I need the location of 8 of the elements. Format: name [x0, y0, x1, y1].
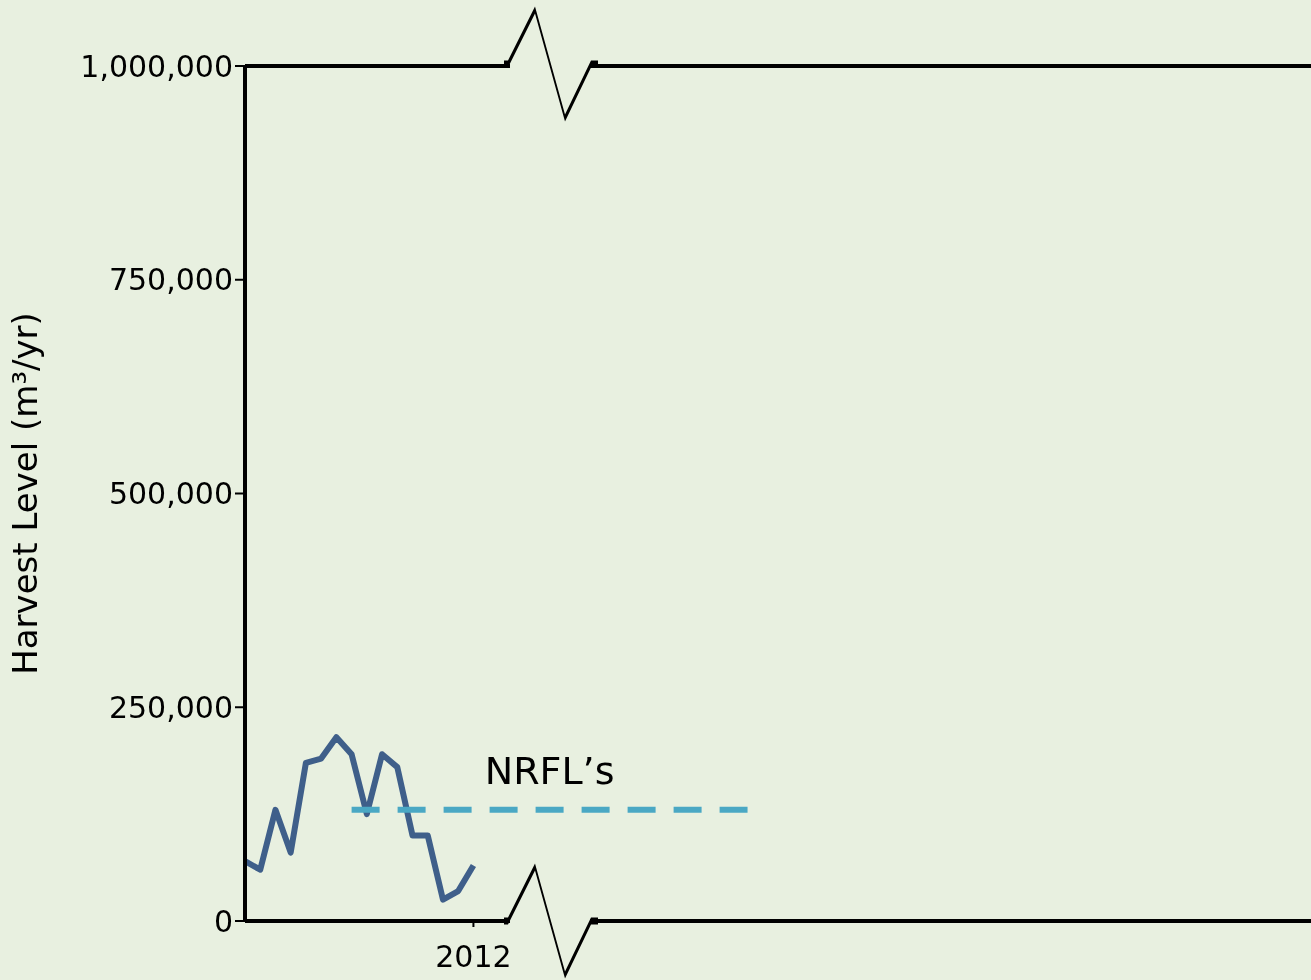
y-tick-label: 1,000,000: [80, 48, 233, 84]
series-label: NRFL’s: [484, 748, 615, 793]
y-axis-title: Harvest Level (m³/yr): [5, 312, 46, 675]
x-tick-label: 2012: [435, 939, 512, 974]
y-tick-label: 750,000: [108, 262, 233, 298]
y-tick-label: 500,000: [108, 476, 233, 512]
y-tick-label: 250,000: [108, 689, 233, 725]
y-tick-label: 0: [213, 903, 233, 939]
